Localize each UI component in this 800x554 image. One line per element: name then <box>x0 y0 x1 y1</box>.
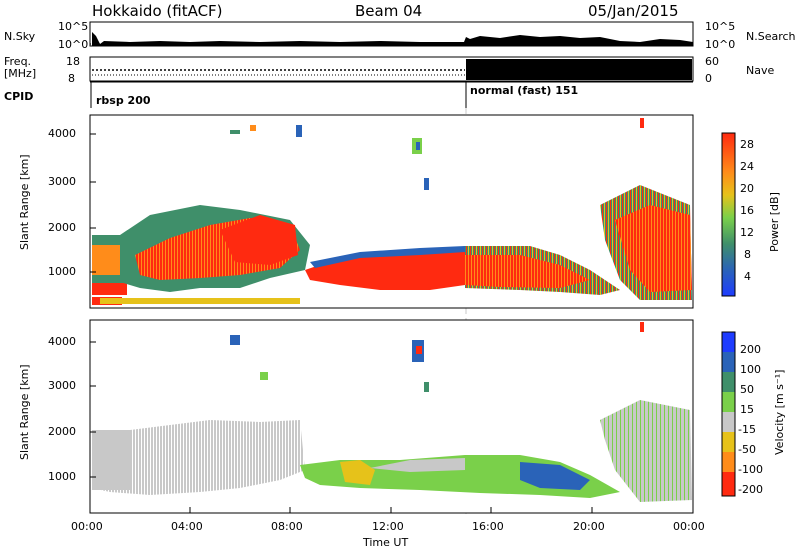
vel-ytick: 4000 <box>48 335 76 348</box>
power-colorbar <box>721 132 736 297</box>
nave-block <box>466 59 692 80</box>
vel-cb-tick: -15 <box>738 423 756 436</box>
vel-cb-tick: 15 <box>740 403 754 416</box>
nsky-tick-low: 10^0 <box>58 38 89 51</box>
vel-cb-tick: -50 <box>738 443 756 456</box>
power-ytick: 3000 <box>48 175 76 188</box>
date-title: 05/Jan/2015 <box>588 2 679 20</box>
freq-label: Freq. <box>4 55 32 68</box>
vel-ytick: 1000 <box>48 470 76 483</box>
vel-cb-tick: -200 <box>738 483 763 496</box>
vel-cb-tick: 100 <box>740 363 761 376</box>
vel-cb-label: Velocity [m s⁻¹] <box>773 369 786 455</box>
velocity-heatmap <box>89 319 694 514</box>
xtick: 20:00 <box>573 520 605 533</box>
site-title: Hokkaido (fitACF) <box>92 2 223 20</box>
power-ytick: 2000 <box>48 221 76 234</box>
power-cb-label: Power [dB] <box>768 192 781 252</box>
xtick: 12:00 <box>372 520 404 533</box>
power-cb-tick: 24 <box>740 160 754 173</box>
freq-tick-low: 8 <box>68 72 75 85</box>
xlabel: Time UT <box>363 536 409 549</box>
nsky-tick-high: 10^5 <box>58 20 89 33</box>
power-cb-tick: 20 <box>740 182 754 195</box>
velocity-colorbar <box>721 331 736 497</box>
nsky-trace <box>92 32 693 46</box>
power-cb-tick: 16 <box>740 204 754 217</box>
vel-ytick: 2000 <box>48 425 76 438</box>
cpid-mode-2: normal (fast) 151 <box>470 84 579 97</box>
power-ytick: 1000 <box>48 265 76 278</box>
xtick: 16:00 <box>472 520 504 533</box>
xtick: 08:00 <box>271 520 303 533</box>
power-cb-tick: 4 <box>744 270 751 283</box>
vel-ylabel: Slant Range [km] <box>18 364 31 460</box>
freq-unit: [MHz] <box>4 67 37 80</box>
nave-label: Nave <box>746 64 775 77</box>
power-cb-tick: 28 <box>740 138 754 151</box>
power-cb-tick: 12 <box>740 226 754 239</box>
power-ytick: 4000 <box>48 127 76 140</box>
xtick: 04:00 <box>171 520 203 533</box>
vel-ytick: 3000 <box>48 379 76 392</box>
nsearch-tick-low: 10^0 <box>705 38 736 51</box>
power-cb-tick: 8 <box>744 248 751 261</box>
nsearch-tick-high: 10^5 <box>705 20 736 33</box>
vel-cb-tick: 200 <box>740 343 761 356</box>
nsearch-label: N.Search <box>746 30 796 43</box>
xtick: 00:00 <box>673 520 705 533</box>
power-ylabel: Slant Range [km] <box>18 154 31 250</box>
beam-title: Beam 04 <box>355 2 423 20</box>
vel-cb-tick: -100 <box>738 463 763 476</box>
xtick: 00:00 <box>71 520 103 533</box>
nave-tick-high: 60 <box>705 55 719 68</box>
vel-cb-tick: 50 <box>740 383 754 396</box>
cpid-label: CPID <box>4 90 34 103</box>
power-heatmap <box>89 114 694 309</box>
cpid-mode-1: rbsp 200 <box>96 94 151 107</box>
nave-tick-low: 0 <box>705 72 712 85</box>
nsky-label: N.Sky <box>4 30 36 43</box>
freq-tick-high: 18 <box>66 55 80 68</box>
